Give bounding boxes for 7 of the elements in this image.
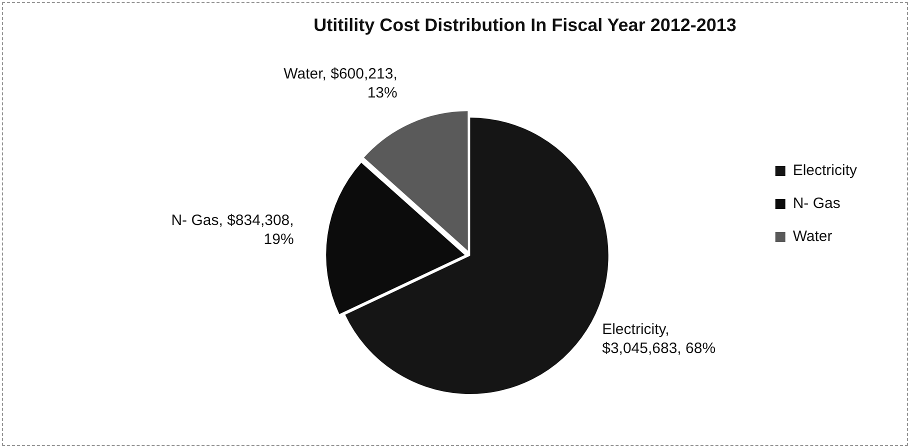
- legend-label: Electricity: [792, 162, 858, 180]
- data-label: Water, $600,213, 13%: [284, 65, 398, 102]
- data-label: N- Gas, $834,308, 19%: [171, 212, 294, 248]
- legend-label: N- Gas: [792, 195, 840, 212]
- legend-label: Water: [792, 228, 832, 246]
- chart-title: Utitility Cost Distribution In Fiscal Year 2012-2013: [314, 14, 736, 35]
- data-label: Electricity, $3,045,683, 68%: [602, 321, 716, 358]
